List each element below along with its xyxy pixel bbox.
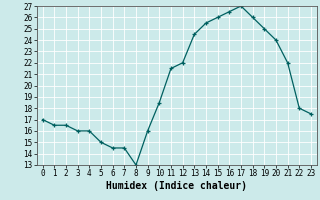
X-axis label: Humidex (Indice chaleur): Humidex (Indice chaleur)	[106, 181, 247, 191]
